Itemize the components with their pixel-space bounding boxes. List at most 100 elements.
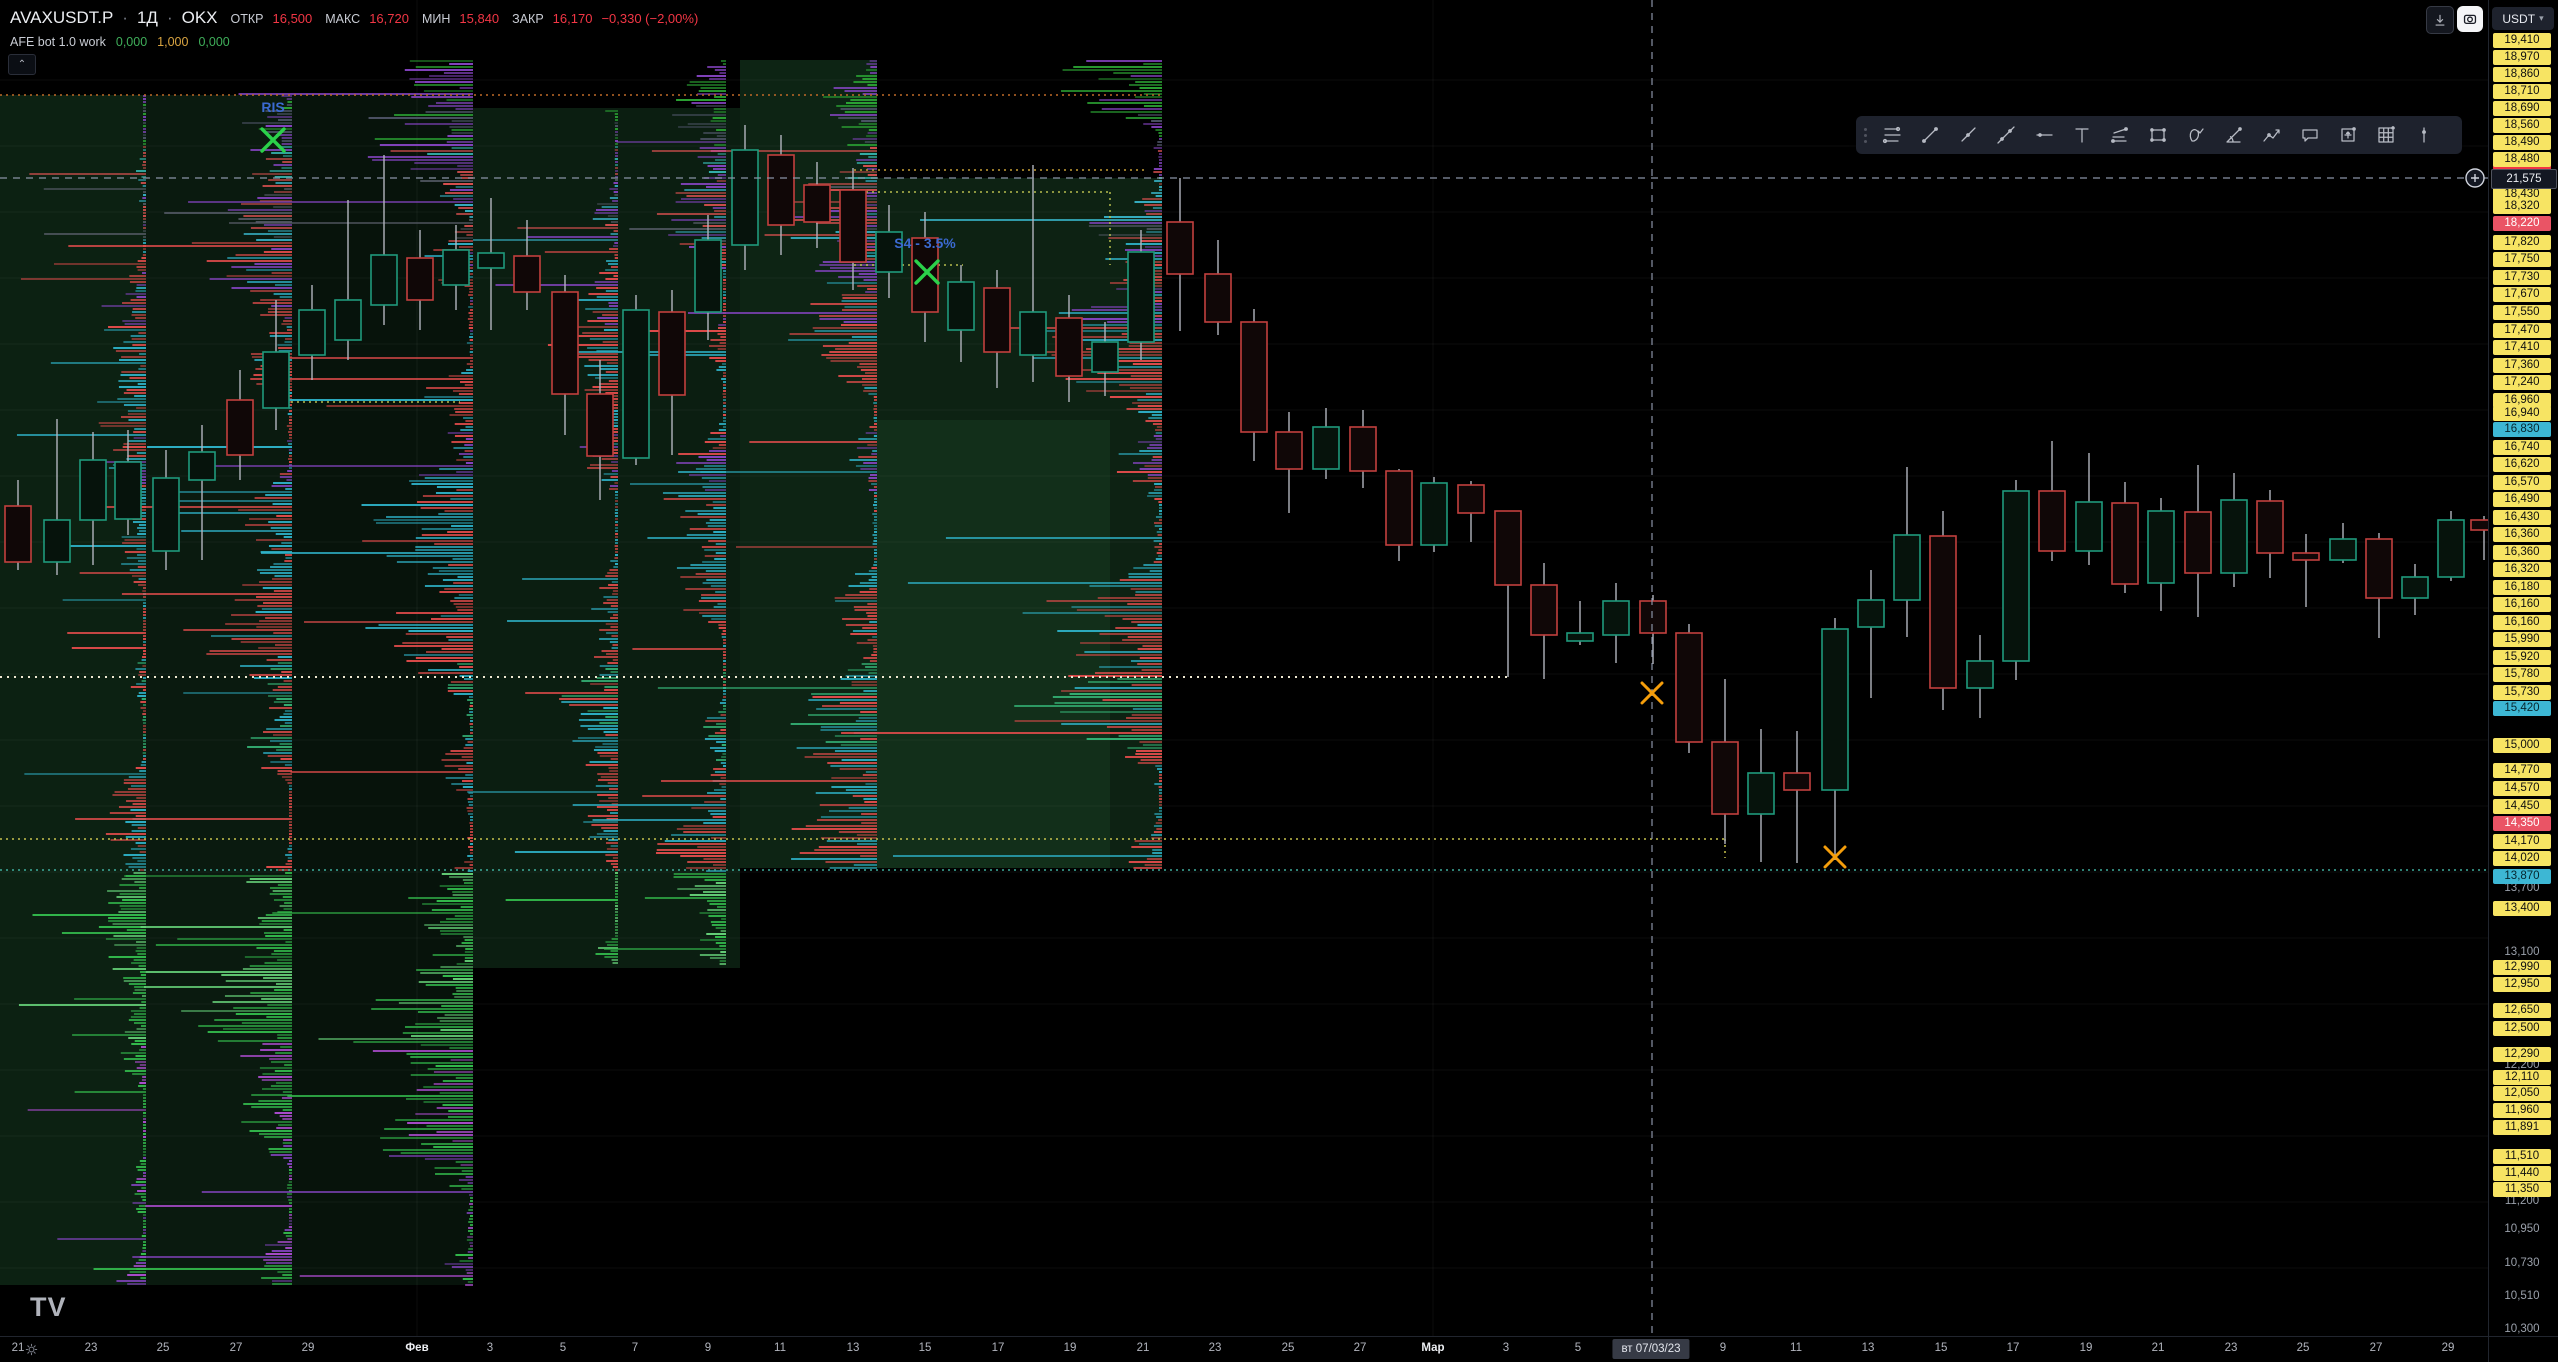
price-level-label[interactable]: 17,240 — [2493, 374, 2551, 390]
candle-body — [370, 254, 398, 306]
price-level-label[interactable]: 12,650 — [2493, 1002, 2551, 1018]
price-level-label[interactable]: 15,420 — [2493, 700, 2551, 716]
price-level-label[interactable]: 15,000 — [2493, 737, 2551, 753]
price-level-label[interactable]: 14,450 — [2493, 798, 2551, 814]
price-level-label[interactable]: 15,990 — [2493, 631, 2551, 647]
price-level-label[interactable]: 17,730 — [2493, 269, 2551, 285]
price-level-label[interactable]: 16,490 — [2493, 491, 2551, 507]
price-level-label[interactable]: 12,050 — [2493, 1085, 2551, 1101]
high-label: МАКС — [325, 12, 361, 26]
price-axis[interactable]: 19,410 18,970 18,860 18,710 18,690 18,560 18,4… — [2488, 0, 2558, 1336]
time-tick-label: 23 — [2224, 1342, 2238, 1354]
horizontal-ray-button[interactable] — [2025, 120, 2063, 150]
brush-tool-button[interactable] — [2177, 120, 2215, 150]
price-level-label[interactable]: 17,410 — [2493, 339, 2551, 355]
price-level-label[interactable]: 14,350 — [2493, 815, 2551, 831]
signal-x-marker-orange[interactable] — [1823, 845, 1847, 869]
price-level-label[interactable]: 14,570 — [2493, 780, 2551, 796]
price-level-label[interactable]: 18,560 — [2493, 117, 2551, 133]
price-level-label[interactable]: 12,110 — [2493, 1069, 2551, 1085]
price-level-label[interactable]: 16,570 — [2493, 474, 2551, 490]
crosshair-plus-icon[interactable] — [2465, 168, 2485, 188]
currency-unit-dropdown[interactable]: USDT ▾ — [2492, 7, 2554, 30]
price-level-label[interactable]: 12,990 — [2493, 959, 2551, 975]
indicator-row[interactable]: AFE bot 1.0 work 0,000 1,000 0,000 — [10, 35, 698, 49]
price-level-label[interactable]: 15,780 — [2493, 666, 2551, 682]
price-level-label[interactable]: 16,940 — [2493, 405, 2551, 421]
price-level-label[interactable]: 16,620 — [2493, 456, 2551, 472]
price-level-label[interactable]: 11,350 — [2493, 1181, 2551, 1197]
price-level-label[interactable]: 17,670 — [2493, 286, 2551, 302]
time-axis[interactable]: 21 23 25 27 29 Фев 3 5 7 9 11 13 15 17 19 21 23 25 27 Мар 3 5… — [0, 1336, 2488, 1362]
price-level-label[interactable]: 15,920 — [2493, 649, 2551, 665]
price-level-label[interactable]: 16,430 — [2493, 509, 2551, 525]
price-level-label[interactable]: 18,970 — [2493, 49, 2551, 65]
price-level-label[interactable]: 16,960 — [2493, 392, 2551, 408]
candle — [298, 285, 326, 380]
price-level-label[interactable]: 18,860 — [2493, 66, 2551, 82]
price-level-label[interactable]: 18,480 — [2493, 151, 2551, 167]
extended-line-button[interactable] — [1987, 120, 2025, 150]
signal-x-marker-orange[interactable] — [1640, 681, 1664, 705]
price-level-label[interactable]: 12,950 — [2493, 976, 2551, 992]
price-level-label[interactable]: 18,690 — [2493, 100, 2551, 116]
price-level-label[interactable]: 11,960 — [2493, 1102, 2551, 1118]
price-level-label[interactable]: 16,160 — [2493, 614, 2551, 630]
rectangle-tool-button[interactable] — [2139, 120, 2177, 150]
pitchfork-button[interactable] — [2101, 120, 2139, 150]
price-level-label[interactable]: 18,430 — [2493, 186, 2551, 202]
price-level-label[interactable]: 12,290 — [2493, 1046, 2551, 1062]
download-button[interactable] — [2426, 6, 2454, 34]
collapse-legend-button[interactable]: ⌃ — [8, 54, 36, 75]
price-level-label[interactable]: 16,830 — [2493, 421, 2551, 437]
price-level-label[interactable]: 13,400 — [2493, 900, 2551, 916]
price-level-label[interactable]: 16,160 — [2493, 596, 2551, 612]
price-level-label[interactable]: 15,730 — [2493, 684, 2551, 700]
fib-retracement-button[interactable] — [1873, 120, 1911, 150]
price-level-label[interactable]: 14,020 — [2493, 850, 2551, 866]
indicator-name[interactable]: AFE bot 1.0 work — [10, 35, 106, 49]
timeframe[interactable]: 1Д — [136, 8, 158, 27]
price-level-label[interactable]: 18,320 — [2493, 198, 2551, 214]
text-tool-button[interactable] — [2063, 120, 2101, 150]
price-level-label[interactable]: 11,440 — [2493, 1165, 2551, 1181]
price-level-label[interactable]: 18,490 — [2493, 134, 2551, 150]
fib-grid-button[interactable] — [2367, 120, 2405, 150]
price-level-label[interactable]: 16,180 — [2493, 579, 2551, 595]
price-level-label[interactable]: 14,170 — [2493, 833, 2551, 849]
ray-line-button[interactable] — [1949, 120, 1987, 150]
callout-button[interactable] — [2291, 120, 2329, 150]
price-level-label[interactable]: 16,360 — [2493, 544, 2551, 560]
price-level-label[interactable]: 17,750 — [2493, 251, 2551, 267]
vertical-line-button[interactable] — [2405, 120, 2443, 150]
symbol-row[interactable]: AVAXUSDT.P · 1Д · OKX ОТКР 16,500 МАКС 1… — [10, 8, 698, 28]
symbol-name[interactable]: AVAXUSDT.P — [10, 8, 114, 27]
signal-x-marker-green[interactable]: S4 - 3.5% — [894, 235, 956, 285]
price-level-label[interactable]: 11,510 — [2493, 1148, 2551, 1164]
axis-settings-gear-icon[interactable] — [24, 1342, 39, 1362]
price-level-label[interactable]: 13,870 — [2493, 868, 2551, 884]
price-level-label[interactable]: 18,220 — [2493, 215, 2551, 231]
price-level-label[interactable]: 12,500 — [2493, 1020, 2551, 1036]
price-level-label[interactable]: 19,410 — [2493, 32, 2551, 48]
anchor-point-button[interactable] — [2329, 120, 2367, 150]
price-level-label[interactable]: 17,470 — [2493, 322, 2551, 338]
trend-line-button[interactable] — [1911, 120, 1949, 150]
price-level-label[interactable]: 17,550 — [2493, 304, 2551, 320]
price-level-label[interactable]: 16,740 — [2493, 439, 2551, 455]
price-level-label[interactable]: 14,770 — [2493, 762, 2551, 778]
screenshot-button[interactable] — [2457, 6, 2483, 32]
signal-x-marker-green[interactable]: RIS — [260, 99, 286, 153]
price-level-label[interactable]: 18,710 — [2493, 83, 2551, 99]
price-level-label[interactable]: 11,891 — [2493, 1119, 2551, 1135]
toolbar-drag-handle[interactable] — [1864, 127, 1867, 143]
drawing-toolbar[interactable] — [1856, 116, 2462, 154]
dotted-level-lines[interactable] — [0, 94, 2488, 871]
price-level-label[interactable]: 16,360 — [2493, 526, 2551, 542]
prediction-arrow-button[interactable] — [2253, 120, 2291, 150]
price-level-label[interactable]: 17,360 — [2493, 357, 2551, 373]
price-level-label[interactable]: 17,820 — [2493, 234, 2551, 250]
chart-canvas[interactable]: RIS S4 - 3.5% — [0, 0, 2488, 1336]
price-level-label[interactable]: 16,320 — [2493, 561, 2551, 577]
trend-angle-button[interactable] — [2215, 120, 2253, 150]
